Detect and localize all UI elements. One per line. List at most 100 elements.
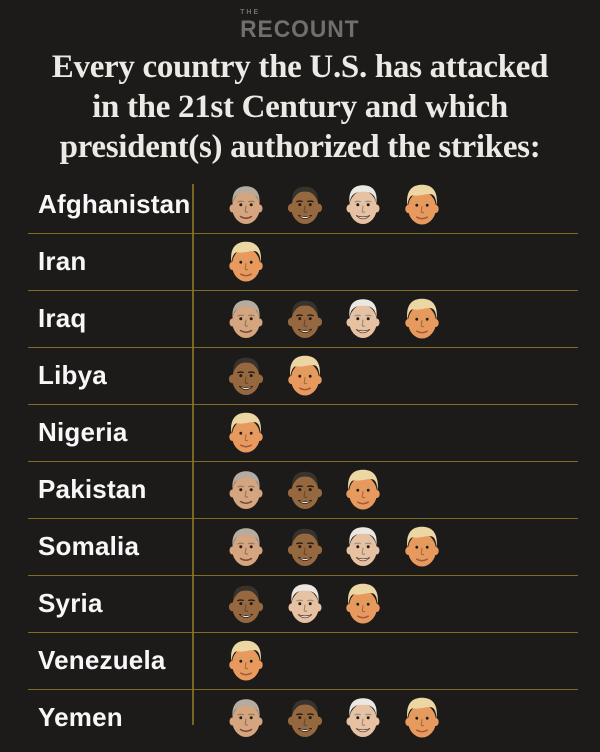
- bush-face-icon: [229, 185, 263, 224]
- face-slot: [334, 182, 393, 228]
- country-label: Yemen: [38, 702, 123, 732]
- table-row: Iran: [0, 233, 600, 291]
- face-slot: [393, 524, 452, 570]
- country-label: Nigeria: [38, 417, 128, 447]
- face-slot: [276, 353, 335, 399]
- countries-table: Afghanistan: [0, 176, 600, 746]
- trump-face-icon: [229, 412, 263, 452]
- page-title: Every country the U.S. has attacked in t…: [0, 47, 600, 167]
- face-slot: [393, 296, 452, 342]
- face-slot: [334, 296, 393, 342]
- face-slot: [276, 695, 335, 741]
- column-divider: [192, 184, 194, 725]
- bush-face-icon: [229, 299, 263, 338]
- trump-face-icon: [288, 355, 322, 395]
- title-line-2: in the 21st Century and which: [92, 89, 508, 125]
- obama-face-icon: [287, 528, 322, 566]
- president-faces: [193, 689, 600, 746]
- face-slot: [276, 467, 335, 513]
- country-label: Afghanistan: [38, 189, 191, 219]
- obama-face-icon: [229, 357, 264, 395]
- country-label: Venezuela: [38, 645, 166, 675]
- face-slot: [334, 695, 393, 741]
- row-divider: [28, 403, 578, 405]
- face-slot: [217, 182, 276, 228]
- face-slot: [217, 353, 276, 399]
- president-faces: [193, 176, 600, 233]
- biden-face-icon: [346, 298, 380, 338]
- obama-face-icon: [287, 699, 322, 737]
- logo-main-text: RECOUNT: [240, 16, 360, 43]
- table-row: Yemen: [0, 689, 600, 746]
- face-slot: [276, 182, 335, 228]
- face-slot: [217, 524, 276, 570]
- president-faces: [193, 461, 600, 518]
- table-row: Nigeria: [0, 404, 600, 462]
- face-slot: [334, 467, 393, 513]
- president-faces: [193, 347, 600, 404]
- row-divider: [28, 688, 578, 690]
- trump-face-icon: [405, 298, 439, 338]
- president-faces: [193, 575, 600, 632]
- president-faces: [193, 518, 600, 575]
- president-faces: [193, 233, 600, 290]
- biden-face-icon: [346, 184, 380, 224]
- row-divider: [28, 517, 578, 519]
- face-slot: [276, 296, 335, 342]
- country-label: Libya: [38, 360, 107, 390]
- bush-face-icon: [229, 698, 263, 737]
- trump-face-icon: [346, 469, 380, 509]
- country-label: Iraq: [38, 303, 87, 333]
- face-slot: [217, 467, 276, 513]
- row-divider: [28, 289, 578, 291]
- president-faces: [193, 632, 600, 689]
- obama-face-icon: [287, 300, 322, 338]
- obama-face-icon: [287, 471, 322, 509]
- table-row: Iraq: [0, 290, 600, 348]
- trump-face-icon: [405, 697, 439, 737]
- president-faces: [193, 404, 600, 461]
- country-label: Somalia: [38, 531, 140, 561]
- bush-face-icon: [229, 470, 263, 509]
- country-label: Iran: [38, 246, 87, 276]
- table-row: Pakistan: [0, 461, 600, 519]
- title-line-3: president(s) authorized the strikes:: [59, 129, 541, 165]
- face-slot: [217, 410, 276, 456]
- row-divider: [28, 232, 578, 234]
- header: THE RECOUNT Every country the U.S. has a…: [0, 0, 600, 167]
- trump-face-icon: [405, 526, 439, 566]
- face-slot: [217, 581, 276, 627]
- obama-face-icon: [287, 186, 322, 224]
- face-slot: [334, 581, 393, 627]
- table-row: Libya: [0, 347, 600, 405]
- logo-the-text: THE: [240, 9, 261, 16]
- trump-face-icon: [405, 184, 439, 224]
- bush-face-icon: [229, 527, 263, 566]
- table-row: Afghanistan: [0, 176, 600, 234]
- trump-face-icon: [229, 640, 263, 680]
- recount-logo: THE RECOUNT: [237, 9, 363, 42]
- row-divider: [28, 574, 578, 576]
- face-slot: [334, 524, 393, 570]
- table-row: Venezuela: [0, 632, 600, 690]
- face-slot: [393, 695, 452, 741]
- face-slot: [276, 581, 335, 627]
- face-slot: [217, 638, 276, 684]
- trump-face-icon: [229, 241, 263, 281]
- face-slot: [217, 695, 276, 741]
- biden-face-icon: [288, 583, 322, 623]
- biden-face-icon: [346, 526, 380, 566]
- row-divider: [28, 346, 578, 348]
- president-faces: [193, 290, 600, 347]
- table-row: Syria: [0, 575, 600, 633]
- row-divider: [28, 460, 578, 462]
- country-label: Pakistan: [38, 474, 147, 504]
- face-slot: [276, 524, 335, 570]
- table-row: Somalia: [0, 518, 600, 576]
- face-slot: [217, 296, 276, 342]
- biden-face-icon: [346, 697, 380, 737]
- trump-face-icon: [346, 583, 380, 623]
- obama-face-icon: [229, 585, 264, 623]
- title-line-1: Every country the U.S. has attacked: [51, 49, 549, 85]
- row-divider: [28, 631, 578, 633]
